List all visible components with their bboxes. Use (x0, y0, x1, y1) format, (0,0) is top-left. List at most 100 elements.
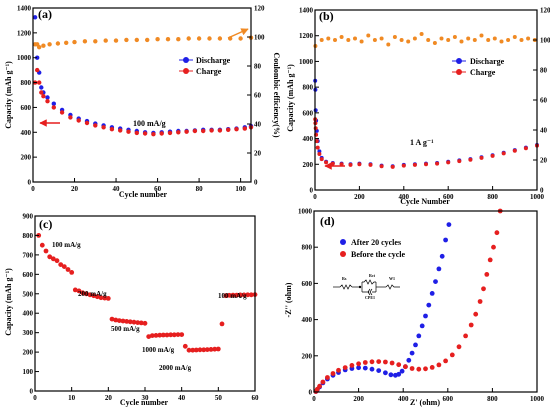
panel-a-xtick-label-0: 0 (31, 185, 35, 193)
panel-d-series-1-point-32 (491, 244, 496, 250)
panel-c-plot: 0 10 20 30 40 50 60010020030040050060070080090… (23, 213, 260, 403)
panel-b-xtick-label-4: 800 (487, 193, 498, 201)
panel-c-series-0-point-5 (54, 258, 60, 264)
panel-a-series-2-point-13 (134, 37, 139, 43)
panel-b-ytick-label-6: 1200 (299, 32, 314, 40)
panel-d-series-1-point-33 (494, 230, 500, 236)
equivalent-circuit-inset: Rs Rct CPE1 W1 (333, 273, 400, 300)
panel-b-series-1-point-23 (479, 155, 484, 160)
panel-d-series-1-point-18 (416, 366, 422, 372)
legend-b-charge-text: Charge (470, 68, 496, 77)
panel-a-y2tick-label-4: 80 (254, 63, 262, 71)
panel-c-xtick-label-2: 20 (105, 394, 113, 402)
panel-a-y2tick-label-1: 20 (254, 150, 262, 158)
panel-a-series-2-point-16 (165, 37, 171, 42)
panel-c-series-0-point-28 (138, 320, 144, 326)
panel-b-series-1-point-20 (446, 160, 451, 165)
panel-d-series-0-point-12 (376, 368, 382, 373)
panel-a-arrow-right (227, 28, 249, 39)
panel-c-series-0-point-14 (87, 292, 93, 298)
panel-a-series-2-point-5 (55, 41, 61, 46)
panel-b-series-1-point-15 (390, 164, 395, 169)
panel-b-ytick-label-4: 800 (303, 84, 314, 92)
panel-c-series-0-point-45 (201, 347, 207, 353)
panel-c-series-0-point-22 (116, 318, 122, 323)
panel-d-series-1-point-15 (396, 362, 402, 368)
panel-b-xtick-label-0: 0 (313, 193, 317, 201)
panel-d-series-0-point-20 (409, 350, 415, 356)
panel-a-series-0-point-0 (32, 15, 38, 20)
panel-a-ytick-label-5: 1000 (17, 54, 32, 62)
panel-c-ytick-label-6: 600 (23, 271, 34, 279)
panel-b-series-1-point-26 (512, 148, 517, 153)
panel-d-ytick-label-5: 1000 (298, 208, 313, 216)
panel-b-ylabel: Capacity (mAh g⁻¹) (286, 64, 295, 132)
panel-c-series-0-point-18 (102, 295, 108, 301)
panel-c-series-0-point-19 (105, 296, 111, 301)
panel-d-series-1-point-28 (477, 299, 483, 304)
panel-b-series-1-point-4 (314, 139, 319, 144)
panel-b-y2tick-label-4: 80 (540, 67, 548, 75)
panel-a-series-1-point-28 (234, 127, 239, 132)
panel-d-series-0-point-24 (423, 313, 428, 319)
panel-b-y2tick-label-6: 120 (540, 7, 550, 15)
panel-b-series-2-point-4 (339, 35, 344, 39)
panel-d-series-1-point-30 (484, 272, 490, 277)
panel-b-series-2-point-8 (366, 33, 371, 38)
panel-c-series-0-point-40 (182, 343, 188, 349)
panel-b-ytick-label-7: 1400 (299, 7, 314, 15)
panel-c-series-0-point-46 (204, 347, 210, 352)
panel-a-y2tick-label-5: 100 (254, 34, 265, 42)
panel-a-series-2-point-17 (176, 37, 181, 42)
panel-a-y2tick-label-6: 120 (254, 5, 265, 13)
panel-b-series-1-point-18 (424, 162, 428, 167)
panel-c-ytick-label-7: 700 (23, 251, 34, 259)
legend-discharge-text: Discharge (196, 56, 231, 65)
panel-a-series-1-point-20 (167, 130, 173, 136)
panel-d-series-1-point-4 (325, 375, 330, 380)
panel-d-series-0-point-21 (413, 342, 418, 348)
panel-c-series-0-point-12 (80, 290, 86, 296)
panel-c-series-0-point-54 (234, 292, 240, 298)
panel-b-series-1-point-25 (501, 151, 506, 156)
panel-d-series-1-point-25 (463, 333, 468, 339)
panel-d-series-1-point-9 (356, 361, 361, 367)
panel-d-series-0-point-30 (443, 237, 448, 243)
panel-c-series-0-point-32 (153, 333, 159, 338)
panel-d-series-1-point-26 (468, 322, 474, 328)
panel-b-series-2-point-11 (386, 42, 391, 47)
panel-d-series-1-point-3 (320, 379, 326, 385)
panel-c-xtick-label-6: 60 (252, 394, 260, 402)
rate-label-200: 200 mA/g (78, 290, 107, 298)
panel-c-series-0-point-36 (168, 332, 174, 338)
panel-a-ytick-label-4: 800 (21, 79, 32, 87)
panel-a-series-1-point-25 (209, 128, 214, 133)
panel-b-series-2-point-30 (512, 35, 517, 39)
panel-a: 0 20 40 60 80 1000200400600800100012001400020… (4, 5, 281, 200)
panel-d-series-0-point-22 (416, 333, 422, 339)
panel-c-xtick-label-4: 40 (178, 394, 186, 402)
panel-b-series-2-point-28 (499, 39, 504, 44)
legend-charge-text: Charge (196, 67, 222, 76)
panel-d-series-1-point-24 (456, 344, 462, 350)
panel-c-xtick-label-5: 50 (215, 394, 223, 402)
panel-b-series-2-point-26 (486, 38, 491, 42)
panel-a-series-1-point-11 (93, 123, 98, 128)
panel-a-series-2-point-4 (47, 42, 52, 47)
panel-b-xtick-label-3: 600 (443, 193, 454, 201)
panel-d-series-0-point-19 (406, 357, 412, 363)
panel-d-series-1-point-12 (376, 359, 382, 364)
panel-b-ytick-label-3: 600 (303, 109, 314, 117)
panel-b-ytick-label-0: 0 (310, 187, 314, 195)
panel-b-xtick-label-5: 1000 (530, 193, 545, 201)
panel-d-series-1-point-19 (423, 366, 428, 372)
panel-c-series-0-point-58 (248, 292, 254, 298)
panel-b: 0 200 400 600 800 100002004006008001000120014… (286, 7, 550, 207)
panel-d-ylabel: -Z'' (ohm) (284, 282, 293, 317)
panel-b-xtick-label-2: 400 (399, 193, 410, 201)
panel-a-series-2-point-23 (238, 36, 243, 41)
panel-c-xtick-label-1: 10 (68, 394, 76, 402)
panel-b-series-1-point-22 (468, 157, 473, 162)
panel-a-series-2-point-9 (93, 39, 98, 44)
